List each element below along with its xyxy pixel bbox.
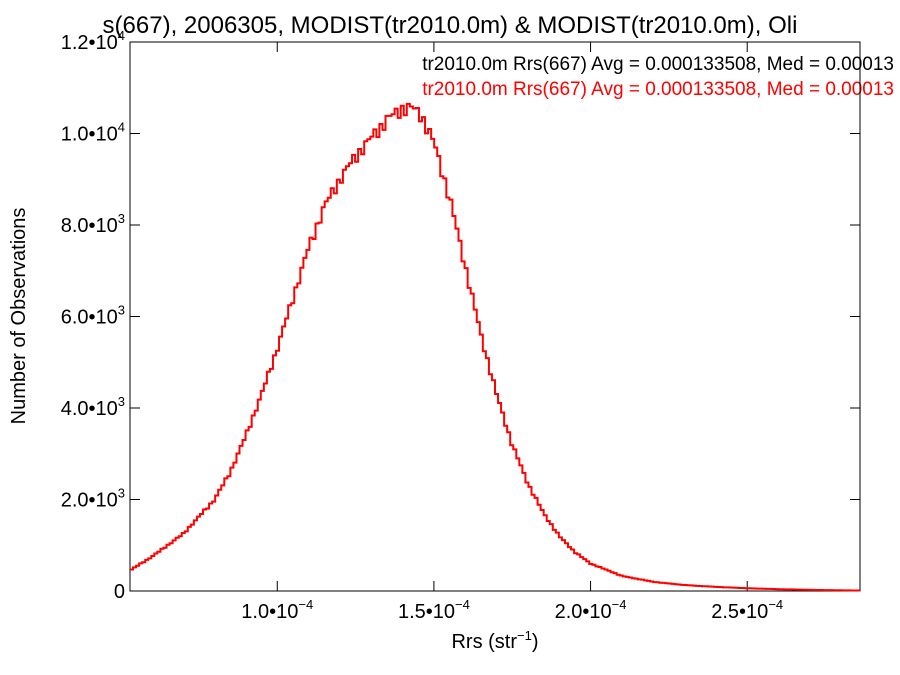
legend: tr2010.0m Rrs(667) Avg = 0.000133508, Me…: [422, 54, 894, 100]
chart-title: s(667), 2006305, MODIST(tr2010.0m) & MOD…: [103, 12, 798, 39]
y-tick-label: 0: [114, 581, 125, 603]
x-tick-label: 2.5•10−4: [711, 597, 783, 623]
y-tick-label: 1.0•104: [61, 120, 125, 146]
legend-entry-black: tr2010.0m Rrs(667) Avg = 0.000133508, Me…: [422, 54, 894, 75]
histogram-series-line: [130, 102, 860, 592]
y-tick-label: 4.0•103: [61, 394, 125, 420]
plot-frame: [129, 41, 861, 592]
x-axis-label-close: ): [532, 631, 539, 653]
x-axis-label: Rrs (str−1): [451, 628, 538, 653]
y-tick-label: 1.2•104: [61, 28, 125, 54]
x-tick-label: 1.0•10−4: [241, 597, 313, 623]
x-axis-ticks: 1.0•10−4 1.5•10−4 2.0•10−4 2.5•10−4: [241, 42, 783, 623]
x-tick-label: 2.0•10−4: [555, 597, 627, 623]
y-tick-label: 2.0•103: [61, 486, 125, 512]
y-tick-label: 6.0•103: [61, 303, 125, 329]
x-axis-label-text: Rrs (str: [451, 631, 517, 653]
x-axis-label-sup: −1: [517, 628, 532, 643]
y-axis-ticks: 0 2.0•103 4.0•103 6.0•103 8.0•103 1.0•104 1.2•…: [61, 28, 860, 603]
y-tick-label: 8.0•103: [61, 211, 125, 237]
y-axis-label: Number of Observations: [8, 208, 30, 425]
x-tick-label: 1.5•10−4: [398, 597, 470, 623]
legend-entry-red: tr2010.0m Rrs(667) Avg = 0.000133508, Me…: [422, 79, 894, 100]
series-layer: [130, 102, 860, 592]
